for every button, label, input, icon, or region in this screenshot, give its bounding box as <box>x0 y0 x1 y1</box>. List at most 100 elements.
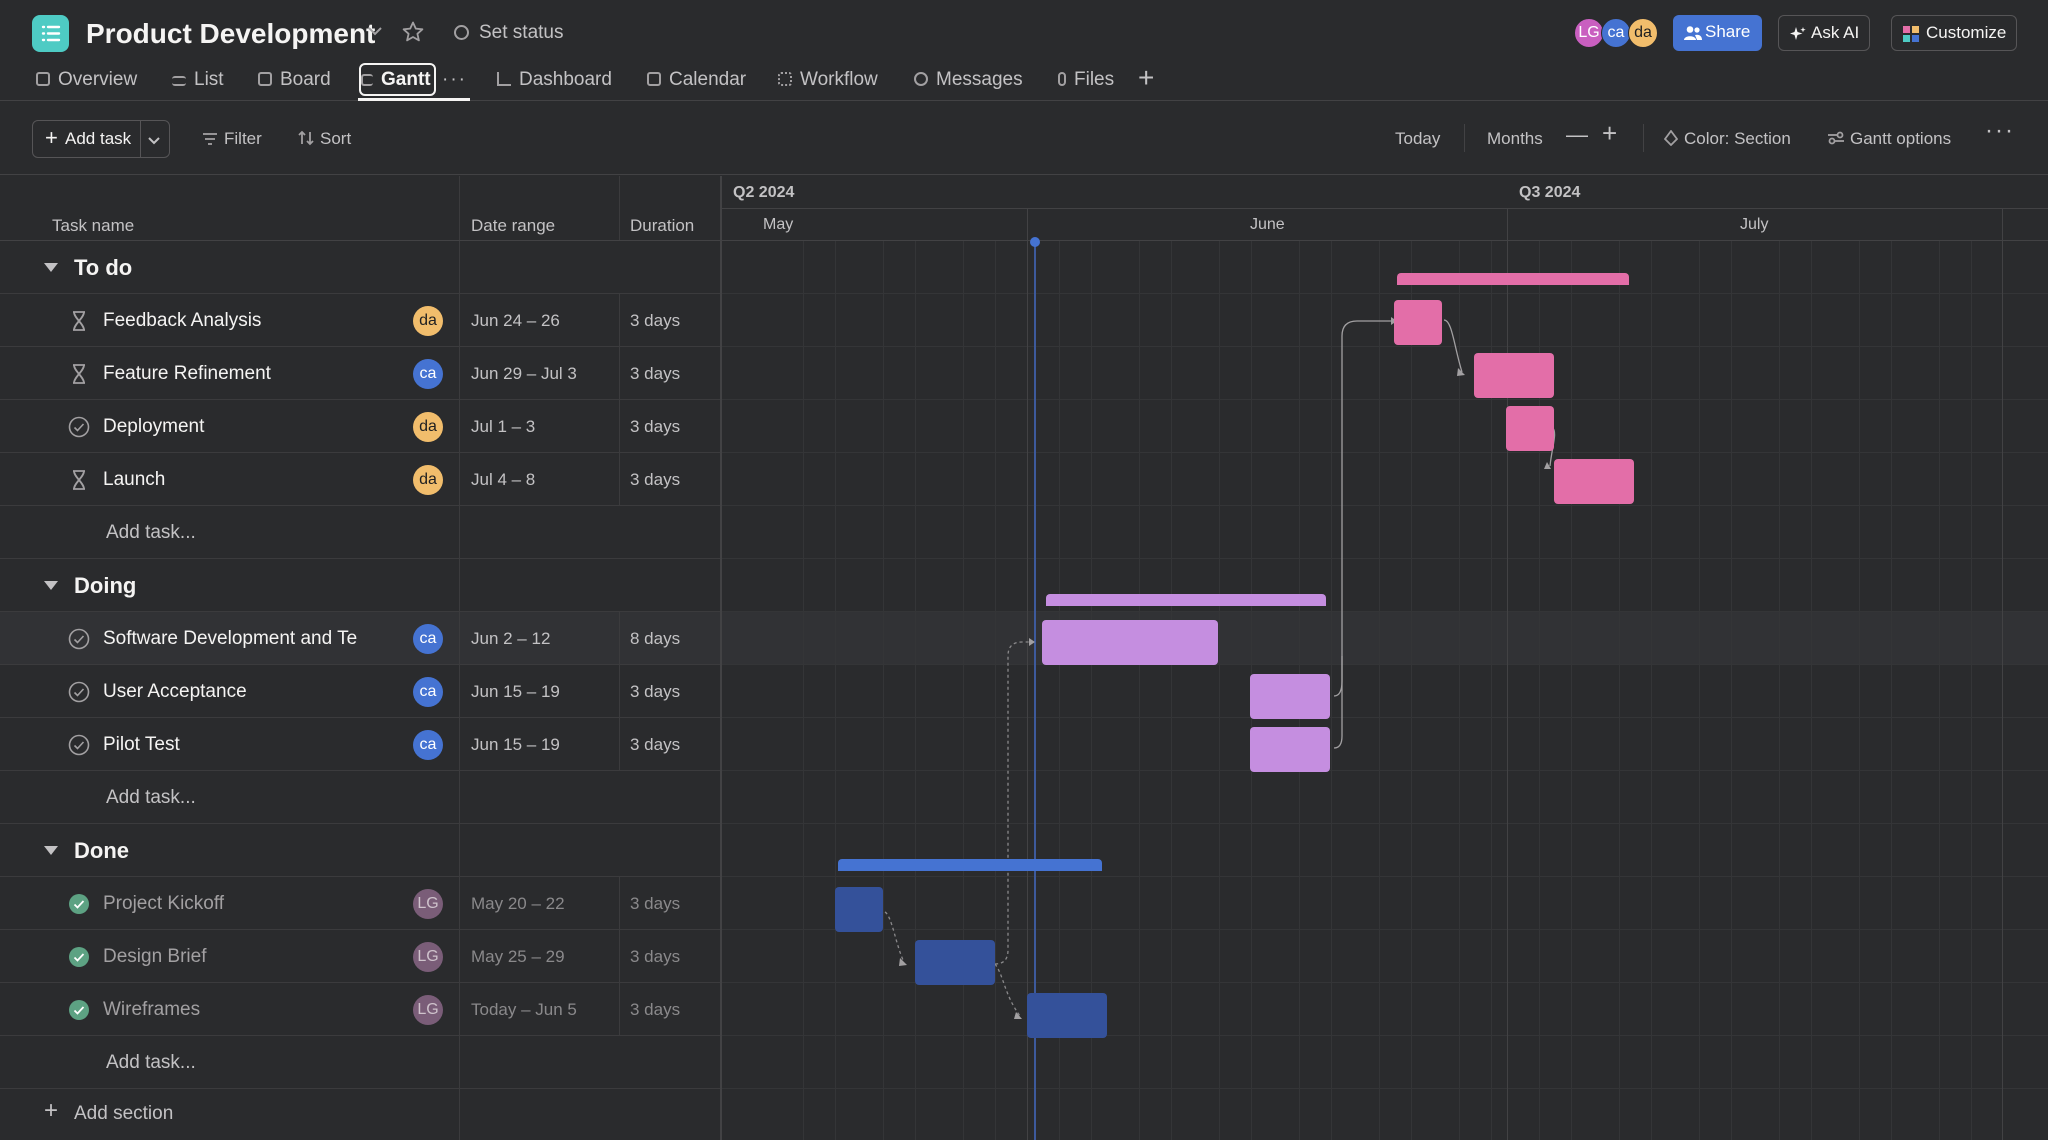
duration[interactable]: 8 days <box>630 629 681 648</box>
task-name[interactable]: User Acceptance <box>103 681 247 702</box>
task-name[interactable]: Project Kickoff <box>103 893 225 914</box>
table-row[interactable]: Feedback Analysis da Jun 24 – 26 3 days <box>0 294 720 347</box>
add-task-inline-button[interactable]: Add task... <box>106 1052 196 1073</box>
gantt-bar-wireframes[interactable] <box>1027 993 1107 1038</box>
duration[interactable]: 3 days <box>630 311 681 330</box>
table-row[interactable]: Pilot Test ca Jun 15 – 19 3 days <box>0 718 720 771</box>
table-row[interactable]: Software Development and Te ca Jun 2 – 1… <box>0 612 720 665</box>
task-name[interactable]: Feature Refinement <box>103 363 271 384</box>
filter-button[interactable]: Filter <box>202 128 262 150</box>
sort-button[interactable]: Sort <box>298 128 351 150</box>
chevron-down-icon[interactable] <box>366 22 384 40</box>
gantt-bar-feature-refinement[interactable] <box>1474 353 1554 398</box>
check-circle-filled-icon[interactable] <box>68 893 90 915</box>
check-circle-icon[interactable] <box>68 681 90 703</box>
column-header-task-name[interactable]: Task name <box>52 216 135 235</box>
avatar-da[interactable]: da <box>1628 18 1658 48</box>
task-name[interactable]: Launch <box>103 469 166 490</box>
date-range[interactable]: Jul 4 – 8 <box>471 470 536 489</box>
assignee-avatar[interactable]: ca <box>413 359 443 389</box>
project-title[interactable]: Product Development <box>86 18 376 49</box>
project-list-icon[interactable] <box>32 15 69 52</box>
gantt-bar-user-acceptance[interactable] <box>1250 674 1330 719</box>
gantt-bar-design-brief[interactable] <box>915 940 995 985</box>
zoom-level-label[interactable]: Months <box>1487 129 1543 148</box>
date-range[interactable]: Jun 2 – 12 <box>471 629 551 648</box>
add-section-row[interactable]: + Add section <box>0 1089 720 1140</box>
zoom-out-button[interactable]: — <box>1566 122 1588 147</box>
gantt-bar-pilot-test[interactable] <box>1250 727 1330 772</box>
table-row[interactable]: Launch da Jul 4 – 8 3 days <box>0 453 720 506</box>
gantt-options-button[interactable]: Gantt options <box>1828 128 1951 150</box>
date-range[interactable]: Jun 24 – 26 <box>471 311 560 330</box>
duration[interactable]: 3 days <box>630 947 681 966</box>
task-name[interactable]: Design Brief <box>103 946 207 967</box>
table-row[interactable]: Feature Refinement ca Jun 29 – Jul 3 3 d… <box>0 347 720 400</box>
tab-board[interactable]: Board <box>258 64 331 96</box>
table-row[interactable]: Deployment da Jul 1 – 3 3 days <box>0 400 720 453</box>
date-range[interactable]: Jun 15 – 19 <box>471 682 560 701</box>
today-button[interactable]: Today <box>1395 129 1441 148</box>
tab-list[interactable]: List <box>172 64 224 96</box>
chevron-down-icon[interactable] <box>147 133 161 147</box>
tab-dashboard[interactable]: Dashboard <box>497 64 612 96</box>
duration[interactable]: 3 days <box>630 894 681 913</box>
caret-down-icon[interactable] <box>44 581 58 590</box>
star-icon[interactable] <box>401 20 425 44</box>
assignee-avatar[interactable]: LG <box>413 889 443 919</box>
hourglass-icon[interactable] <box>68 469 90 491</box>
check-circle-filled-icon[interactable] <box>68 946 90 968</box>
caret-down-icon[interactable] <box>44 846 58 855</box>
check-circle-icon[interactable] <box>68 734 90 756</box>
date-range[interactable]: Jun 15 – 19 <box>471 735 560 754</box>
section-title[interactable]: Doing <box>74 573 137 598</box>
date-range[interactable]: Today – Jun 5 <box>471 1000 577 1019</box>
section-summary-bar-done[interactable] <box>838 859 1102 871</box>
tab-overview[interactable]: Overview <box>36 64 137 96</box>
assignee-avatar[interactable]: ca <box>413 730 443 760</box>
check-circle-icon[interactable] <box>68 416 90 438</box>
section-summary-bar-todo[interactable] <box>1397 273 1629 285</box>
section-title[interactable]: To do <box>74 255 133 280</box>
section-header-todo[interactable]: To do <box>0 241 720 294</box>
section-header-done[interactable]: Done <box>0 824 720 877</box>
table-row[interactable]: Design Brief LG May 25 – 29 3 days <box>0 930 720 983</box>
gantt-bar-software-development[interactable] <box>1042 620 1218 665</box>
zoom-in-button[interactable]: + <box>1602 118 1618 148</box>
task-name[interactable]: Deployment <box>103 416 205 437</box>
avatar-ca[interactable]: ca <box>1601 18 1631 48</box>
table-row[interactable]: Project Kickoff LG May 20 – 22 3 days <box>0 877 720 930</box>
column-header-duration[interactable]: Duration <box>630 216 695 235</box>
tab-messages[interactable]: Messages <box>914 64 1023 96</box>
share-button[interactable]: Share <box>1673 15 1762 51</box>
date-range[interactable]: Jun 29 – Jul 3 <box>471 364 577 383</box>
hourglass-icon[interactable] <box>68 363 90 385</box>
assignee-avatar[interactable]: ca <box>413 624 443 654</box>
column-header-date-range[interactable]: Date range <box>471 216 556 235</box>
duration[interactable]: 3 days <box>630 735 681 754</box>
table-row[interactable]: Wireframes LG Today – Jun 5 3 days <box>0 983 720 1036</box>
tab-files[interactable]: Files <box>1058 64 1114 96</box>
table-row[interactable]: User Acceptance ca Jun 15 – 19 3 days <box>0 665 720 718</box>
duration[interactable]: 3 days <box>630 470 681 489</box>
task-name[interactable]: Pilot Test <box>103 734 180 755</box>
caret-down-icon[interactable] <box>44 263 58 272</box>
assignee-avatar[interactable]: da <box>413 306 443 336</box>
check-circle-filled-icon[interactable] <box>68 999 90 1021</box>
hourglass-icon[interactable] <box>68 310 90 332</box>
section-title[interactable]: Done <box>74 838 129 863</box>
tab-gantt[interactable]: Gantt <box>361 64 431 96</box>
gantt-bar-project-kickoff[interactable] <box>835 887 883 932</box>
gantt-bar-launch[interactable] <box>1554 459 1634 504</box>
assignee-avatar[interactable]: da <box>413 412 443 442</box>
add-tab-button[interactable]: + <box>1138 62 1155 93</box>
more-options-button[interactable]: ··· <box>1985 117 2015 144</box>
check-circle-icon[interactable] <box>68 628 90 650</box>
set-status-button[interactable]: Set status <box>454 20 564 46</box>
assignee-avatar[interactable]: LG <box>413 995 443 1025</box>
add-task-inline-button[interactable]: Add task... <box>106 522 196 543</box>
tab-calendar[interactable]: Calendar <box>647 64 746 96</box>
duration[interactable]: 3 days <box>630 1000 681 1019</box>
assignee-avatar[interactable]: ca <box>413 677 443 707</box>
tab-workflow[interactable]: Workflow <box>778 64 878 96</box>
